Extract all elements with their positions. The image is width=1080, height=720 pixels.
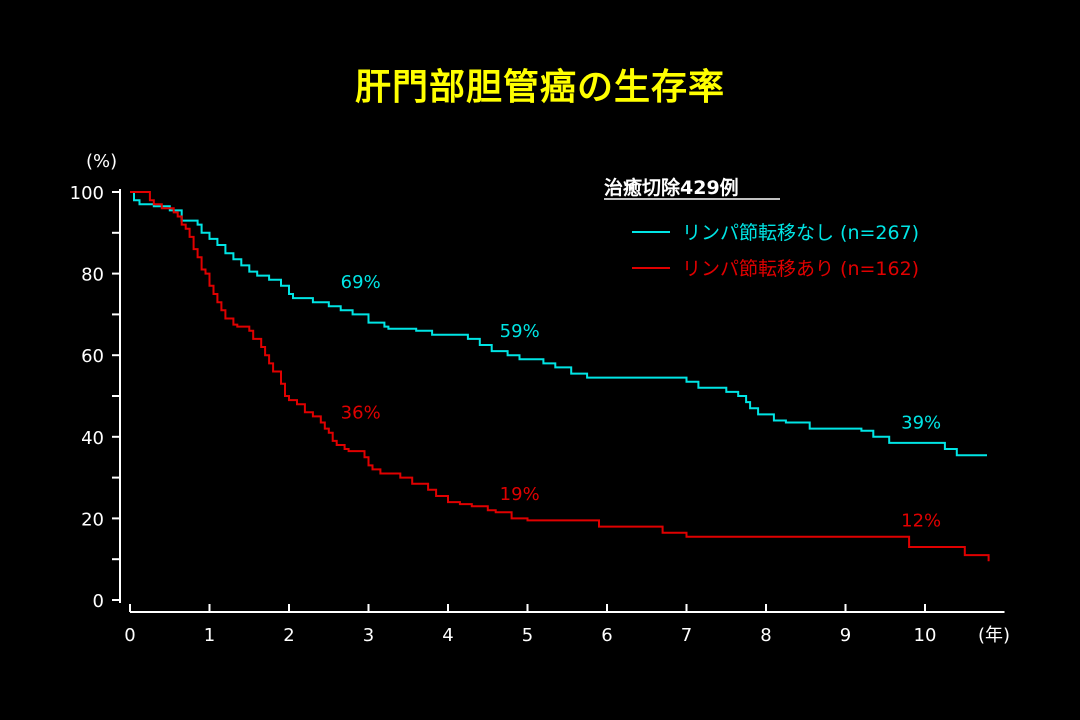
y-tick-label: 20	[81, 509, 104, 530]
x-tick-label: 8	[760, 625, 771, 646]
slide-title: 肝門部胆管癌の生存率	[354, 67, 725, 108]
chart-series-lines	[130, 191, 990, 562]
chart-annotations: 69% 59% 39% 36% 19% 12%	[341, 272, 941, 532]
series-line-0	[130, 191, 987, 457]
x-tick-label: 4	[442, 625, 453, 646]
x-tick-label: 7	[681, 625, 692, 646]
x-tick-label: 9	[840, 625, 851, 646]
x-tick-label: 6	[601, 625, 612, 646]
y-axis-label: (%)	[86, 151, 117, 172]
data-label: 36%	[341, 402, 381, 423]
x-tick-label: 0	[124, 625, 135, 646]
y-tick-label: 0	[93, 591, 104, 612]
series-line-1	[130, 191, 990, 562]
y-tick-label: 60	[81, 346, 104, 367]
data-label: 69%	[341, 272, 381, 293]
x-tick-label: 10	[914, 625, 937, 646]
data-label: 12%	[901, 511, 941, 532]
y-tick-label: 40	[81, 428, 104, 449]
data-label: 59%	[500, 321, 540, 342]
chart-ticks: 0 20 40 60 80 100 (%) 0 1 2 3 4 5 6 7 8 9 10 (年)	[70, 151, 1010, 646]
x-tick-label: 1	[204, 625, 215, 646]
x-tick-label: 2	[283, 625, 294, 646]
x-axis-label: (年)	[978, 625, 1010, 646]
chart-subtitle: 治癒切除429例	[604, 176, 739, 199]
y-tick-label: 100	[70, 183, 104, 204]
y-tick-label: 80	[81, 265, 104, 286]
x-tick-label: 3	[363, 625, 374, 646]
x-tick-label: 5	[522, 625, 533, 646]
data-label: 19%	[500, 484, 540, 505]
chart-axes	[119, 189, 1005, 613]
legend-label-0: リンパ節転移なし (n=267)	[682, 222, 919, 244]
data-label: 39%	[901, 413, 941, 434]
legend-label-1: リンパ節転移あり (n=162)	[682, 258, 919, 280]
